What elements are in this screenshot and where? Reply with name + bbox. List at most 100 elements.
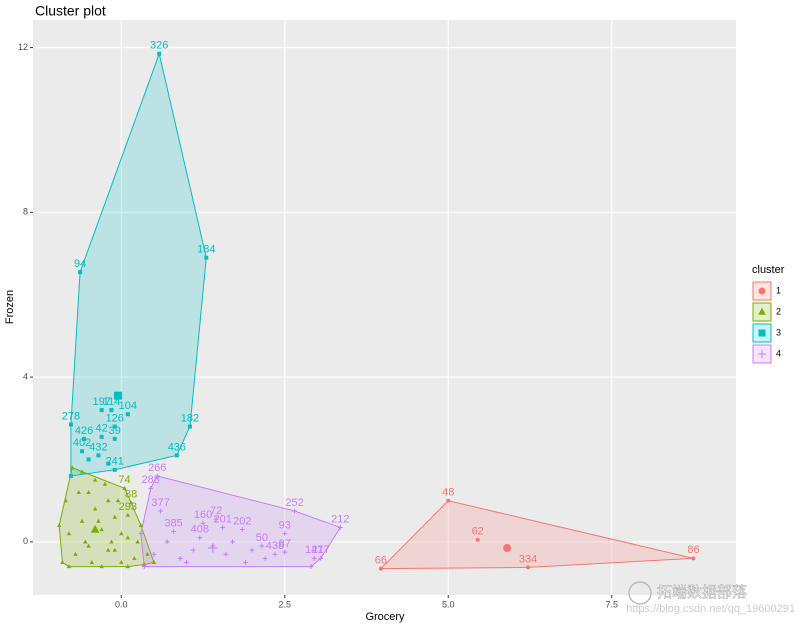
legend-title: cluster xyxy=(752,264,785,276)
point xyxy=(70,465,75,470)
y-axis-label: Frozen xyxy=(4,290,16,324)
point-label: 94 xyxy=(74,258,86,270)
point-label: 197 xyxy=(92,396,110,408)
point-label: 48 xyxy=(442,487,454,499)
point-label: 87 xyxy=(279,538,291,550)
point xyxy=(213,516,219,522)
point xyxy=(135,539,140,544)
watermark-icon xyxy=(628,581,652,605)
point xyxy=(177,555,183,561)
point xyxy=(475,537,480,542)
point xyxy=(157,51,162,56)
point-label: 62 xyxy=(472,526,484,538)
point-label: 278 xyxy=(62,410,80,422)
point xyxy=(243,560,248,565)
point xyxy=(73,551,78,556)
point xyxy=(318,555,324,561)
point-label: 86 xyxy=(687,544,699,556)
point-label: 202 xyxy=(233,515,251,527)
chart-title: Cluster plot xyxy=(35,3,106,19)
point xyxy=(282,531,288,537)
x-tick-label: 0.0 xyxy=(115,599,128,609)
point xyxy=(272,551,278,557)
point xyxy=(138,531,144,537)
x-axis-label: Grocery xyxy=(365,611,405,623)
point-label: 288 xyxy=(142,474,160,486)
point xyxy=(220,525,226,530)
point xyxy=(171,529,176,534)
point xyxy=(154,473,160,479)
point xyxy=(89,560,95,565)
point-label: 182 xyxy=(181,412,199,424)
point xyxy=(112,424,117,429)
point xyxy=(79,469,85,474)
point-label: 50 xyxy=(256,532,268,544)
legend-label: 4 xyxy=(776,348,781,358)
point xyxy=(125,564,131,569)
point xyxy=(230,539,235,545)
point xyxy=(282,549,288,555)
point xyxy=(99,408,104,413)
point xyxy=(86,490,91,495)
point xyxy=(249,547,255,553)
point xyxy=(151,560,157,565)
point xyxy=(122,485,127,490)
point xyxy=(86,457,91,462)
point-label: 93 xyxy=(279,520,291,532)
point xyxy=(125,535,131,540)
point xyxy=(311,555,317,561)
point-label: 39 xyxy=(109,425,121,437)
point xyxy=(262,555,268,561)
point-label: 217 xyxy=(312,544,330,556)
point xyxy=(66,531,72,536)
point xyxy=(109,408,114,413)
point xyxy=(128,500,134,505)
point xyxy=(60,560,65,565)
point-label: 88 xyxy=(125,489,137,501)
point xyxy=(109,539,114,544)
y-tick-label: 0 xyxy=(23,536,28,546)
point xyxy=(259,543,265,549)
point-label: 266 xyxy=(148,462,166,474)
point xyxy=(337,525,343,530)
point xyxy=(63,498,68,503)
point xyxy=(308,564,314,569)
point-label: 147 xyxy=(305,544,323,556)
point xyxy=(76,490,81,495)
point-label: 408 xyxy=(191,524,209,536)
point xyxy=(174,453,179,458)
point-label: 402 xyxy=(73,437,91,449)
point-label: 293 xyxy=(119,501,137,513)
y-tick-label: 12 xyxy=(18,42,28,52)
point xyxy=(112,467,117,472)
point xyxy=(56,522,62,527)
point xyxy=(138,522,144,527)
point xyxy=(96,453,101,458)
point-label: 72 xyxy=(210,505,222,517)
point-label: 66 xyxy=(375,555,387,567)
legend-label: 1 xyxy=(776,285,781,295)
point xyxy=(197,535,203,541)
point xyxy=(141,562,147,567)
legend-symbol xyxy=(758,329,766,337)
x-tick-label: 5.0 xyxy=(442,599,455,609)
point xyxy=(151,551,157,557)
point xyxy=(526,565,531,570)
legend-symbol xyxy=(758,307,766,315)
point xyxy=(164,539,170,545)
point xyxy=(239,527,245,532)
point xyxy=(99,434,104,439)
point-label: 74 xyxy=(118,474,130,486)
legend-label: 2 xyxy=(776,306,781,316)
point xyxy=(112,547,117,552)
point xyxy=(96,518,101,523)
watermark-brand: 拓端数据部落 xyxy=(657,584,747,601)
point xyxy=(78,270,83,275)
y-tick-label: 8 xyxy=(23,207,28,217)
point xyxy=(68,422,73,427)
point xyxy=(115,498,121,503)
point-label: 326 xyxy=(150,40,168,52)
cluster-center xyxy=(208,543,218,553)
point xyxy=(223,551,229,557)
point xyxy=(112,514,117,519)
